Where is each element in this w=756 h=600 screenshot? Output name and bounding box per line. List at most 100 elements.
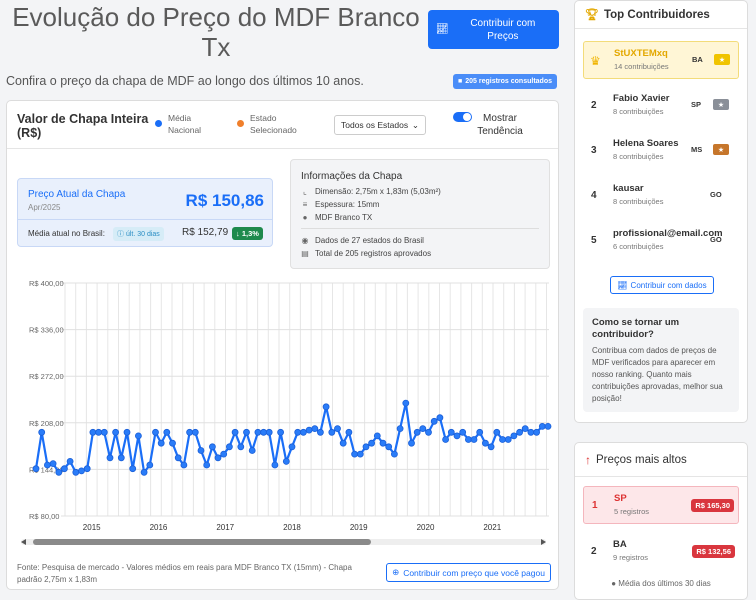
price-chart: R$ 80,00 R$ 144,00 R$ 208,00 R$ 272,00 R$ 33… (7, 277, 558, 552)
data-point (134, 432, 142, 440)
scroll-right-icon (541, 539, 546, 545)
chevron-down-icon: ⌄ (411, 119, 419, 130)
current-price-value: R$ 150,86 (185, 191, 264, 210)
highest-price-count: 5 registros (614, 507, 650, 516)
data-point (464, 436, 472, 443)
contribute-price-paid-button[interactable]: ⊕ Contribuir com preço que você pagou (386, 563, 551, 582)
national-avg-label: Média atual no Brasil: (28, 229, 105, 238)
data-point (152, 428, 159, 436)
data-point (271, 461, 279, 469)
contribute-data-button[interactable]: 📈︎ Contribuir com dados (610, 276, 714, 294)
medal-icon: ★ (713, 144, 729, 155)
how-to-text: Contribua com dados de preços de MDF ver… (592, 346, 723, 403)
data-point (373, 432, 381, 440)
state-select[interactable]: Todos os Estados ⌄ (334, 115, 426, 135)
state-select-value: Todos os Estados (341, 120, 409, 130)
legend-national-label: Média Nacional (168, 113, 202, 135)
data-point (208, 443, 216, 451)
trend-toggle[interactable] (453, 112, 472, 122)
contributor-rank: 2 (591, 100, 597, 111)
data-point (83, 465, 91, 473)
data-point (123, 428, 131, 436)
contributor-state: GO (710, 190, 722, 199)
highest-prices-title: Preços mais altos (596, 453, 687, 466)
contributor-count: 8 contribuições (613, 152, 664, 161)
data-point (89, 428, 97, 436)
scroll-left-icon (21, 539, 26, 545)
contributor-state: BA (692, 55, 703, 64)
data-point (203, 461, 211, 469)
contributor-count: 14 contribuições (614, 62, 669, 71)
records-badge-label: 205 registros consultados (465, 78, 552, 85)
data-point (197, 447, 205, 454)
data-point (402, 399, 410, 407)
top-contributors-title: Top Contribuidores (603, 8, 710, 21)
sheet-info-box: Informações da Chapa ⌞ Dimensão: 2,75m x … (290, 159, 550, 269)
current-price-date: Apr/2025 (28, 203, 61, 212)
y-tick-label: R$ 400,00 (29, 279, 64, 288)
current-price-label: Preço Atual da Chapa (28, 189, 126, 200)
data-point (243, 428, 250, 436)
page-subtitle: Confira o preço da chapa de MDF ao longo… (6, 74, 364, 88)
contributor-count: 8 contribuições (613, 107, 664, 116)
highest-price-state: SP (614, 493, 627, 504)
database-icon: ▤ (301, 249, 309, 258)
data-point (487, 443, 495, 451)
how-to-contribute-box: Como se tornar um contribuidor? Contribu… (583, 308, 739, 412)
x-tick-label: 2016 (150, 523, 168, 532)
top-contributors-header: 🏆︎ Top Contribuidores (575, 1, 747, 29)
highest-price-row: 2 BA 9 registros R$ 132,56 (583, 533, 739, 571)
medal-icon: ★ (713, 99, 729, 110)
data-point (100, 428, 108, 436)
data-point (499, 436, 506, 443)
legend-national[interactable]: Média Nacional (155, 112, 208, 136)
contribute-data-label: Contribuir com dados (630, 280, 707, 290)
data-point (237, 443, 245, 451)
page-title: Evolução do Preço do MDF Branco Tx (12, 2, 420, 62)
contribute-prices-button[interactable]: 📈︎ Contribuir com Preços (428, 10, 559, 49)
data-point (106, 454, 114, 462)
data-point (157, 439, 165, 447)
data-point (225, 443, 233, 451)
product-text: MDF Branco TX (315, 213, 373, 222)
national-avg-value: R$ 152,79 (182, 227, 229, 238)
data-point (294, 428, 302, 436)
data-point (453, 432, 461, 440)
data-point (481, 439, 489, 447)
data-point (396, 425, 404, 433)
x-tick-label: 2021 (483, 523, 501, 532)
state-dot-icon (237, 120, 244, 127)
chart-line-icon: 📈︎ (617, 280, 628, 290)
data-point (191, 428, 199, 436)
data-point (316, 428, 324, 436)
data-point (419, 425, 427, 433)
thickness-row: ≡ Espessura: 15mm (301, 200, 380, 209)
highest-price-rank: 1 (592, 500, 598, 511)
data-point (322, 403, 330, 411)
how-to-title: Como se tornar um contribuidor? (592, 317, 680, 340)
contributor-state: MS (691, 145, 703, 154)
x-tick-label: 2018 (283, 523, 301, 532)
data-point (265, 428, 273, 436)
data-point (61, 465, 68, 473)
y-tick-label: R$ 144,00 (29, 465, 64, 474)
highest-prices-card: ↑ Preços mais altos 1 SP 5 registros R$ 165… (574, 442, 748, 600)
contributor-state: SP (691, 100, 702, 109)
data-point (163, 428, 171, 436)
data-point (305, 426, 313, 434)
legend-state[interactable]: Estado Selecionado (237, 112, 300, 136)
chart-card-title: Valor de Chapa Inteira (R$) (17, 112, 149, 140)
x-tick-label: 2017 (216, 523, 234, 532)
ruler-icon: ⌞ (303, 187, 307, 196)
data-point (66, 457, 74, 465)
data-point (436, 414, 444, 422)
data-point (169, 439, 176, 447)
data-point (260, 428, 268, 436)
data-point (78, 467, 85, 475)
x-tick-label: 2015 (83, 523, 101, 532)
highest-price-state: BA (613, 539, 627, 550)
data-point (231, 428, 239, 436)
data-point (368, 439, 376, 447)
data-point (493, 428, 501, 436)
info-icon: ● (302, 213, 308, 222)
